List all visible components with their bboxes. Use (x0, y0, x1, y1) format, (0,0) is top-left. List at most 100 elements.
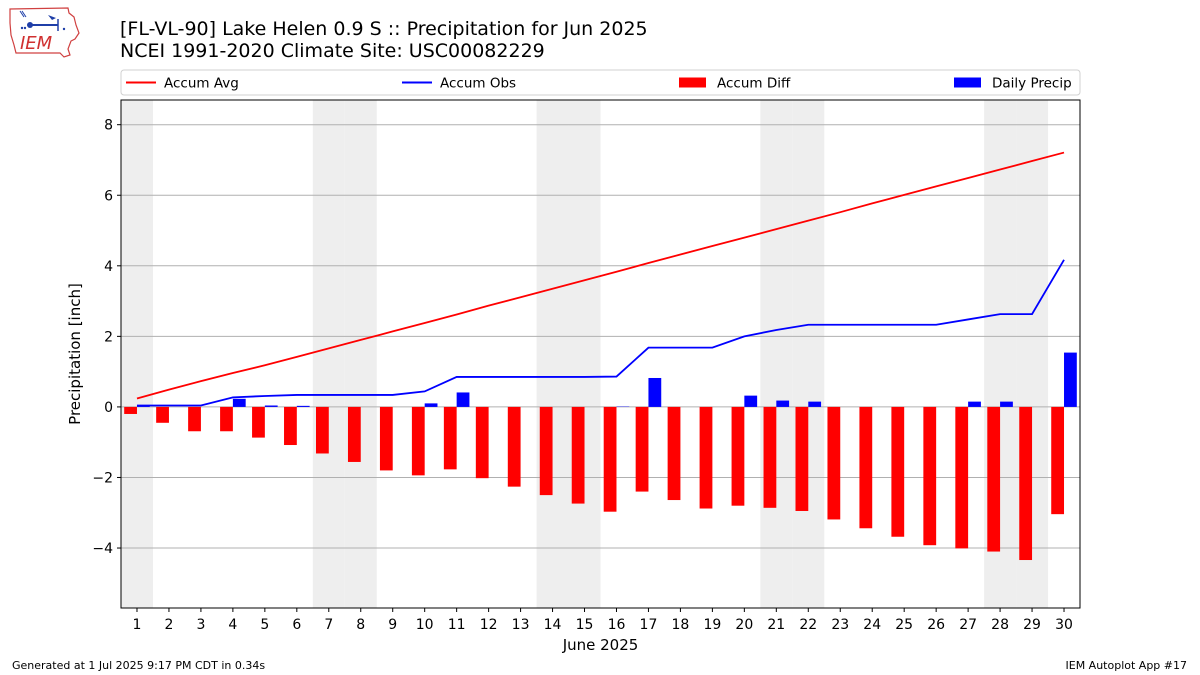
x-tick-label: 29 (1023, 617, 1041, 633)
x-tick-label: 21 (767, 617, 785, 633)
x-tick-label: 24 (863, 617, 881, 633)
weekend-band-day-8 (344, 100, 377, 608)
x-tick-label: 5 (260, 617, 269, 633)
daily-precip-bar (456, 392, 470, 407)
legend-label: Accum Avg (164, 76, 239, 92)
accum-diff-bar (699, 406, 713, 509)
x-tick-label: 20 (735, 617, 753, 633)
accum-diff-bar (571, 406, 585, 504)
daily-precip-bar (776, 400, 790, 407)
legend-swatch-bar (954, 77, 981, 88)
accum-diff-bar (763, 406, 777, 508)
chart-title: [FL-VL-90] Lake Helen 0.9 S :: Precipita… (120, 18, 648, 40)
accum-diff-bar (1019, 406, 1033, 561)
x-tick-label: 6 (292, 617, 301, 633)
weekend-band-day-15 (568, 100, 601, 608)
accum-obs-line (136, 259, 1065, 407)
autoplot-credit: IEM Autoplot App #17 (1065, 659, 1188, 672)
x-tick-label: 9 (388, 617, 397, 633)
accum-diff-bar (284, 406, 297, 446)
y-axis-label: Precipitation [inch] (66, 283, 84, 425)
y-tick-label: −2 (92, 470, 113, 486)
x-tick-label: 10 (416, 617, 434, 633)
weekend-band-day-1 (121, 100, 153, 608)
weekend-bands (121, 100, 1049, 608)
weekend-band-day-22 (792, 100, 825, 608)
x-tick-label: 2 (164, 617, 173, 633)
x-tick-label: 13 (512, 617, 530, 633)
logo-text: IEM (20, 33, 53, 54)
accum-diff-bar (827, 406, 841, 520)
accum-diff-bar (731, 406, 745, 506)
accum-diff-bar (156, 406, 169, 423)
daily-precip-bar (296, 405, 310, 407)
daily-precip-bar (808, 401, 822, 407)
iem-logo[interactable]: IEM (8, 5, 80, 63)
accum-diff-bar (379, 406, 393, 471)
x-tick-label: 28 (991, 617, 1009, 633)
y-tick-label: 8 (104, 118, 113, 134)
accum-diff-bar (667, 406, 681, 501)
accum-diff-bar (475, 406, 489, 479)
x-tick-label: 19 (703, 617, 721, 633)
accum-diff-bar (891, 406, 905, 537)
accum-diff-bar (347, 406, 361, 462)
x-tick-label: 25 (895, 617, 913, 633)
daily-precip-bar (1064, 352, 1077, 407)
accum-diff-bar (635, 406, 649, 492)
x-tick-label: 15 (576, 617, 594, 633)
plot-frame (120, 99, 1081, 609)
chart-subtitle: NCEI 1991-2020 Climate Site: USC00082229 (120, 40, 545, 62)
x-tick-label: 17 (640, 617, 658, 633)
accum-diff-bar (220, 406, 233, 432)
daily-precip-bar (648, 377, 662, 407)
weekend-band-day-7 (312, 100, 345, 608)
x-tick-label: 30 (1055, 617, 1073, 633)
x-tick-label: 16 (608, 617, 626, 633)
accum-diff-bar (443, 406, 457, 470)
accum-avg-line (136, 151, 1065, 400)
x-tick-label: 18 (672, 617, 690, 633)
x-tick-label: 26 (927, 617, 945, 633)
y-tick-label: −4 (92, 541, 113, 557)
x-tick-label: 22 (799, 617, 817, 633)
accum-diff-bar (859, 406, 873, 529)
legend-label: Accum Obs (440, 76, 516, 92)
accum-diff-bar (795, 406, 809, 511)
daily-precip-bars (136, 352, 1077, 407)
x-tick-label: 7 (324, 617, 333, 633)
y-tick-label: 4 (104, 259, 113, 275)
legend-frame (120, 69, 1081, 96)
daily-precip-bar (424, 403, 438, 407)
y-axis-ticks: −4 −2 0 2 4 6 8 (92, 118, 121, 557)
daily-precip-bar (232, 398, 246, 407)
accum-diff-bar (188, 406, 201, 432)
legend-label: Accum Diff (717, 76, 791, 92)
daily-precip-bar (744, 395, 758, 407)
accum-diff-bar (252, 406, 265, 438)
legend-swatch-bar (679, 77, 706, 88)
y-tick-label: 6 (104, 188, 113, 204)
accum-diff-bar (539, 406, 553, 496)
x-tick-label: 23 (831, 617, 849, 633)
x-tick-label: 4 (228, 617, 237, 633)
daily-precip-bar (264, 405, 278, 407)
accum-diff-bar (987, 406, 1001, 552)
x-tick-label: 11 (448, 617, 466, 633)
daily-precip-bar (968, 401, 981, 407)
accum-diff-bar (315, 406, 329, 454)
x-axis-label: June 2025 (562, 636, 639, 654)
x-tick-label: 27 (959, 617, 977, 633)
x-tick-label: 3 (196, 617, 205, 633)
accum-diff-bar (923, 406, 937, 546)
accum-diff-bar (955, 406, 969, 549)
x-axis-ticks: 1 2 3 4 5 6 7 8 9 10 11 12 13 14 15 16 17 18 19 20 21 22 23 24 2… (133, 608, 1073, 633)
legend: Accum Avg Accum Obs Accum Diff Daily Precip (120, 69, 1081, 96)
accum-diff-bar (411, 406, 425, 476)
weekend-band-day-14 (536, 100, 569, 608)
accum-diff-bar (603, 406, 617, 512)
x-tick-label: 12 (480, 617, 498, 633)
x-tick-label: 8 (356, 617, 365, 633)
legend-label: Daily Precip (992, 76, 1072, 92)
